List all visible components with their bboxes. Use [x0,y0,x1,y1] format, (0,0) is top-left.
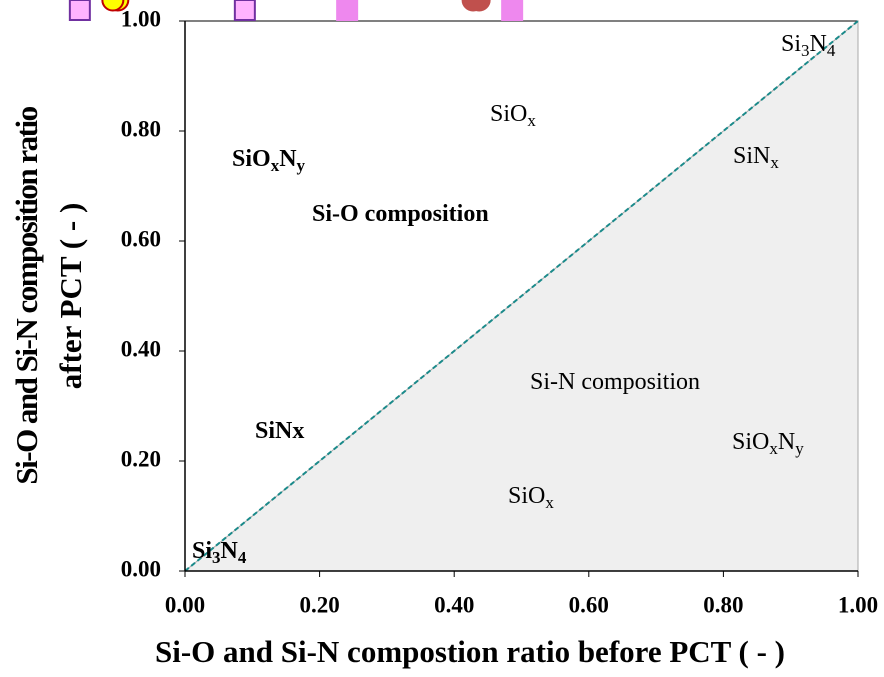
point [501,0,524,21]
y-tick-label: 0.20 [121,446,161,471]
y-tick-label: 0.60 [121,226,161,251]
annotation-part: Si [192,538,212,564]
annotation-part: x [527,111,536,130]
annotation-part: N [778,429,795,455]
annotation: Si3N4 [192,538,247,567]
y-tick-label: 0.40 [121,336,161,361]
x-tick-label: 1.00 [838,592,878,617]
x-tick-label: 0.20 [299,592,339,617]
annotation: Si-N composition [530,369,700,395]
point [336,0,359,21]
annotation-part: N [810,31,827,57]
annotation-part: x [770,153,779,172]
x-tick-label: 0.80 [703,592,743,617]
parity-line [184,20,859,572]
point [461,0,485,12]
annotation-part: SiO [490,101,527,127]
y-axis-label-line: after PCT ( - ) [53,203,88,390]
x-axis-label: Si-O and Si-N compostion ratio before PC… [155,634,785,669]
annotation-part: Si [781,31,801,57]
x-tick-label: 0.60 [569,592,609,617]
annotation: Si-O composition [312,201,489,227]
x-tick-label: 0.40 [434,592,474,617]
annotation-part: x [271,156,280,175]
annotation-part: y [795,439,804,458]
point [68,0,91,21]
x-tick-label: 0.00 [165,592,205,617]
annotation: SiNx [255,418,304,444]
annotation-part: 4 [827,41,836,60]
annotation-part: x [769,439,778,458]
annotation-part: 4 [238,548,247,567]
annotation-part: x [545,493,554,512]
annotation-part: SiO [508,483,545,509]
annotation: SiNx [733,143,779,172]
y-axis-label-line: Si-O and Si-N composition ratio [9,106,44,484]
annotation: Si3N4 [781,31,836,60]
annotation: SiOxNy [232,146,306,175]
annotation-part: 3 [801,41,810,60]
annotation: SiOxNy [732,429,804,458]
annotation-part: SiN [733,143,770,169]
annotation-part: SiNx [255,418,304,444]
point [233,0,256,21]
y-tick-label: 0.00 [121,556,161,581]
annotation: SiOx [508,483,554,512]
y-axis-label: Si-O and Si-N composition ratio after PC… [9,106,88,484]
annotation-part: N [221,538,239,564]
y-tick-label: 0.80 [121,116,161,141]
annotation-part: SiO [732,429,769,455]
annotation-part: 3 [212,548,221,567]
annotation-part: Si-O composition [312,201,489,227]
annotation-part: y [297,156,306,175]
annotation-part: Si-N composition [530,369,700,395]
annotation-part: SiO [232,146,271,172]
annotation: SiOx [490,101,536,130]
point [101,0,125,12]
y-tick-label: 1.00 [121,6,161,31]
annotation-part: N [279,146,297,172]
